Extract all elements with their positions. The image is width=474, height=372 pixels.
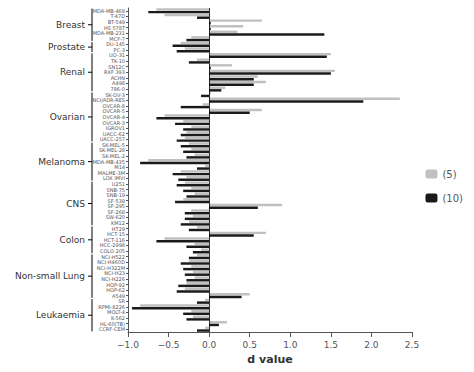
svg-text:−1.0: −1.0: [117, 340, 139, 350]
svg-text:SK-MEL-2: SK-MEL-2: [102, 153, 125, 159]
svg-text:HCT-116: HCT-116: [103, 236, 125, 243]
svg-text:HT29: HT29: [111, 225, 125, 232]
svg-text:MDA-MB-435: MDA-MB-435: [92, 158, 125, 165]
svg-text:OVCAR-5: OVCAR-5: [102, 108, 125, 115]
svg-text:OVCAR-3: OVCAR-3: [102, 119, 125, 126]
svg-text:HOP-92: HOP-92: [106, 281, 125, 288]
svg-text:UACC-62: UACC-62: [102, 130, 125, 137]
svg-text:ACHN: ACHN: [110, 74, 125, 81]
svg-text:NCI-H226: NCI-H226: [101, 275, 125, 282]
svg-text:Breast: Breast: [56, 20, 85, 30]
svg-text:Non-small Lung: Non-small Lung: [15, 271, 85, 281]
svg-text:1.5: 1.5: [324, 340, 338, 350]
svg-text:NCI-H23: NCI-H23: [104, 270, 125, 277]
svg-text:U251: U251: [111, 181, 125, 187]
svg-text:MALME-3M: MALME-3M: [97, 169, 125, 176]
svg-text:NCI/ADR-RES: NCI/ADR-RES: [92, 97, 125, 104]
svg-text:IGROV1: IGROV1: [105, 125, 125, 132]
svg-text:NCI-H460D: NCI-H460D: [97, 259, 125, 266]
svg-text:HOP-62: HOP-62: [106, 287, 125, 294]
svg-text:Leukaemia: Leukaemia: [36, 310, 85, 320]
svg-text:UACC-257: UACC-257: [99, 136, 125, 143]
svg-text:M14: M14: [114, 164, 125, 171]
svg-text:HCC-2998: HCC-2998: [99, 242, 125, 249]
svg-text:SN12C: SN12C: [108, 63, 125, 70]
svg-text:SK-OV-3: SK-OV-3: [105, 91, 125, 98]
svg-text:UO-31: UO-31: [109, 52, 125, 59]
svg-text:NCI-H322M: NCI-H322M: [96, 264, 125, 271]
svg-text:HS 578T: HS 578T: [103, 24, 125, 31]
svg-text:Colon: Colon: [59, 235, 85, 245]
svg-text:TK-10: TK-10: [111, 58, 125, 65]
svg-text:(10): (10): [442, 193, 463, 204]
svg-text:0.0: 0.0: [202, 340, 217, 350]
svg-text:T-47D: T-47D: [110, 13, 125, 20]
svg-text:Ovarian: Ovarian: [50, 112, 85, 122]
svg-text:SK-MEL-5: SK-MEL-5: [102, 141, 125, 148]
svg-text:d value: d value: [247, 353, 292, 366]
svg-text:RXF 393: RXF 393: [104, 69, 125, 76]
svg-text:SNB-75: SNB-75: [106, 186, 125, 193]
svg-text:A498: A498: [112, 80, 125, 87]
svg-text:Prostate: Prostate: [48, 42, 86, 52]
svg-text:NCI-H522: NCI-H522: [101, 253, 125, 260]
svg-text:2.5: 2.5: [405, 340, 419, 350]
svg-text:PC-3: PC-3: [113, 46, 125, 53]
svg-text:MOLT-4: MOLT-4: [107, 309, 125, 316]
svg-text:Melanoma: Melanoma: [38, 157, 85, 167]
svg-text:1.0: 1.0: [283, 340, 298, 350]
svg-text:K-562: K-562: [110, 315, 125, 321]
svg-text:HCT-15: HCT-15: [107, 231, 125, 238]
svg-text:SR: SR: [118, 298, 125, 305]
svg-text:−0.5: −0.5: [158, 340, 180, 350]
svg-text:0.5: 0.5: [243, 340, 257, 350]
svg-text:SF-539: SF-539: [107, 197, 125, 204]
svg-text:A549: A549: [112, 292, 125, 299]
svg-text:OVCAR-8: OVCAR-8: [102, 102, 125, 109]
svg-text:KM12: KM12: [111, 220, 125, 227]
svg-text:Renal: Renal: [60, 67, 85, 77]
svg-text:CCRF-CEM: CCRF-CEM: [99, 326, 125, 332]
svg-text:SNB-19: SNB-19: [106, 192, 125, 199]
svg-text:COLO 205: COLO 205: [99, 248, 125, 254]
svg-text:BT-549: BT-549: [107, 19, 125, 25]
svg-text:SK-MEL-28: SK-MEL-28: [98, 147, 125, 154]
svg-text:RPMI-8226: RPMI-8226: [98, 303, 125, 310]
svg-text:MDA-MB-231: MDA-MB-231: [92, 30, 125, 37]
svg-text:SW-620: SW-620: [105, 214, 125, 221]
svg-text:786-0: 786-0: [110, 86, 125, 92]
svg-text:MCF-7: MCF-7: [109, 35, 125, 42]
svg-text:HL-60(TB): HL-60(TB): [100, 320, 125, 327]
svg-text:LOX IMVI: LOX IMVI: [103, 175, 125, 182]
svg-text:2.0: 2.0: [364, 340, 379, 350]
svg-text:OVCAR-4: OVCAR-4: [102, 113, 125, 120]
svg-text:SF-268: SF-268: [107, 208, 125, 215]
svg-text:CNS: CNS: [66, 199, 85, 209]
svg-text:SF-295: SF-295: [107, 203, 125, 210]
svg-text:MDA-MB-468: MDA-MB-468: [92, 7, 125, 14]
svg-text:(5): (5): [442, 169, 456, 180]
svg-text:DU-145: DU-145: [106, 41, 125, 48]
